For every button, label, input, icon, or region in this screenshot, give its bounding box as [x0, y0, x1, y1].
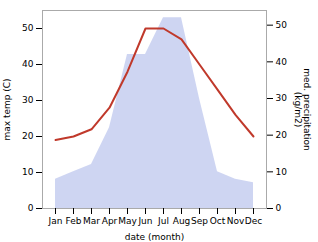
svg-text:30: 30: [276, 93, 288, 103]
svg-text:Nov: Nov: [227, 216, 245, 226]
svg-text:Jun: Jun: [137, 216, 152, 226]
svg-text:Aug: Aug: [173, 216, 191, 226]
svg-text:50: 50: [276, 20, 288, 30]
svg-text:40: 40: [22, 59, 34, 69]
svg-text:May: May: [118, 216, 137, 226]
svg-text:Dec: Dec: [245, 216, 262, 226]
svg-text:max temp (C): max temp (C): [2, 78, 12, 140]
svg-text:10: 10: [276, 167, 288, 177]
svg-text:20: 20: [22, 131, 34, 141]
svg-text:20: 20: [276, 130, 288, 140]
svg-text:Feb: Feb: [66, 216, 82, 226]
svg-text:date (month): date (month): [125, 232, 184, 242]
svg-text:Oct: Oct: [210, 216, 226, 226]
svg-text:40: 40: [276, 57, 288, 67]
svg-text:0: 0: [28, 203, 34, 213]
svg-text:50: 50: [22, 23, 34, 33]
svg-text:Mar: Mar: [83, 216, 100, 226]
svg-text:Sep: Sep: [191, 216, 208, 226]
svg-text:0: 0: [276, 203, 282, 213]
svg-text:Apr: Apr: [102, 216, 118, 226]
svg-text:30: 30: [22, 95, 34, 105]
svg-text:Jan: Jan: [48, 216, 63, 226]
svg-text:10: 10: [22, 167, 34, 177]
svg-text:med. precipitation(kg/m2): med. precipitation(kg/m2): [293, 68, 312, 150]
svg-text:Jul: Jul: [157, 216, 169, 226]
